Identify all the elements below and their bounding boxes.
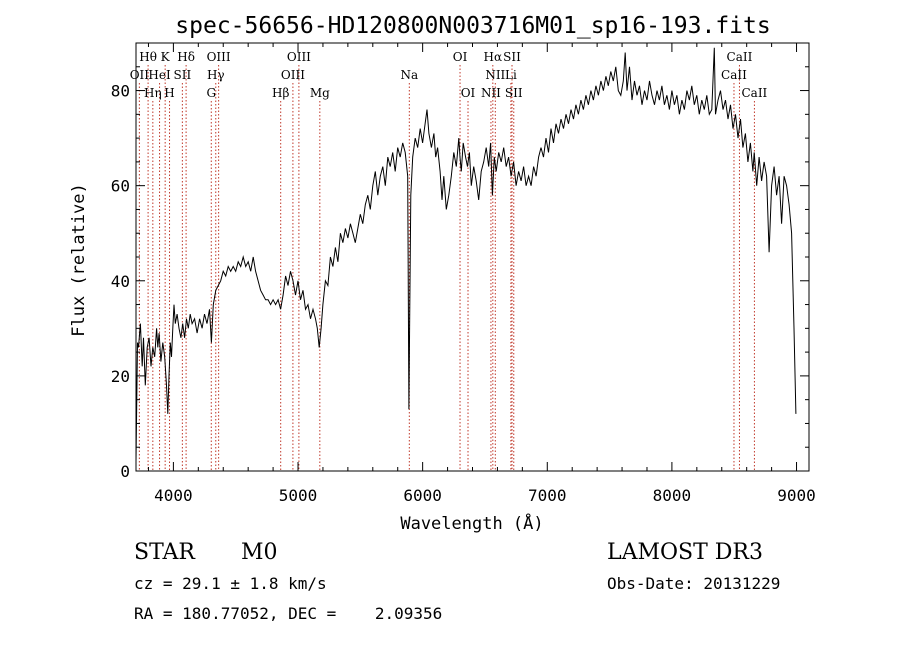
line-label: OIII xyxy=(281,68,305,82)
line-label: G xyxy=(206,86,216,100)
line-label: H xyxy=(164,86,174,100)
x-tick-label: 8000 xyxy=(653,486,692,505)
y-tick-label: 40 xyxy=(111,272,130,291)
chart-title: spec-56656-HD120800N003716M01_sp16-193.f… xyxy=(175,13,770,39)
line-label: CaII xyxy=(741,86,767,100)
y-tick-label: 60 xyxy=(111,177,130,196)
line-label: Hβ xyxy=(272,86,289,100)
line-label: Hγ xyxy=(207,68,225,82)
x-tick-label: 6000 xyxy=(403,486,442,505)
redshift-value: cz = 29.1 ± 1.8 km/s xyxy=(134,574,327,593)
y-tick-label: 20 xyxy=(111,367,130,386)
line-label: CaII xyxy=(727,50,753,64)
line-label: SII xyxy=(174,68,192,82)
spectral-subclass: M0 xyxy=(241,540,278,565)
y-axis-label: Flux (relative) xyxy=(69,183,89,337)
line-markers xyxy=(138,65,755,471)
line-label: NII xyxy=(481,86,501,100)
line-label: Hα xyxy=(484,50,503,64)
line-label: Li xyxy=(505,68,517,82)
line-label: OII xyxy=(130,68,150,82)
line-label: CaII xyxy=(721,68,747,82)
line-label: NII xyxy=(485,68,505,82)
survey-name: LAMOST DR3 xyxy=(607,540,763,565)
x-tick-label: 5000 xyxy=(279,486,318,505)
object-class: STAR xyxy=(134,540,195,565)
x-axis: 4000 5000 6000 7000 8000 9000 xyxy=(147,43,816,505)
line-label: OI xyxy=(453,50,468,64)
line-label: Hη xyxy=(144,86,162,100)
coordinates: RA = 180.77052, DEC = 2.09356 xyxy=(134,604,443,623)
observation-date: Obs-Date: 20131229 xyxy=(607,574,781,593)
line-label: Hδ xyxy=(177,50,195,64)
y-tick-label: 0 xyxy=(120,462,130,481)
x-tick-label: 7000 xyxy=(528,486,567,505)
x-tick-label: 4000 xyxy=(154,486,193,505)
line-label: SII xyxy=(503,50,521,64)
line-label: Mg xyxy=(310,86,330,100)
x-tick-label: 9000 xyxy=(777,486,816,505)
y-tick-label: 80 xyxy=(111,82,130,101)
line-label: Na xyxy=(400,68,418,82)
line-label: HeI xyxy=(148,68,171,82)
y-axis: 0 20 40 60 80 xyxy=(111,66,809,481)
line-label: OIII xyxy=(287,50,311,64)
spectrum-line xyxy=(135,47,797,462)
x-axis-label: Wavelength (Å) xyxy=(400,512,543,534)
line-label: Hθ xyxy=(139,50,157,64)
line-label: OI xyxy=(461,86,476,100)
line-label: OIII xyxy=(207,50,231,64)
line-label: SII xyxy=(505,86,523,100)
line-label: K xyxy=(161,50,171,64)
